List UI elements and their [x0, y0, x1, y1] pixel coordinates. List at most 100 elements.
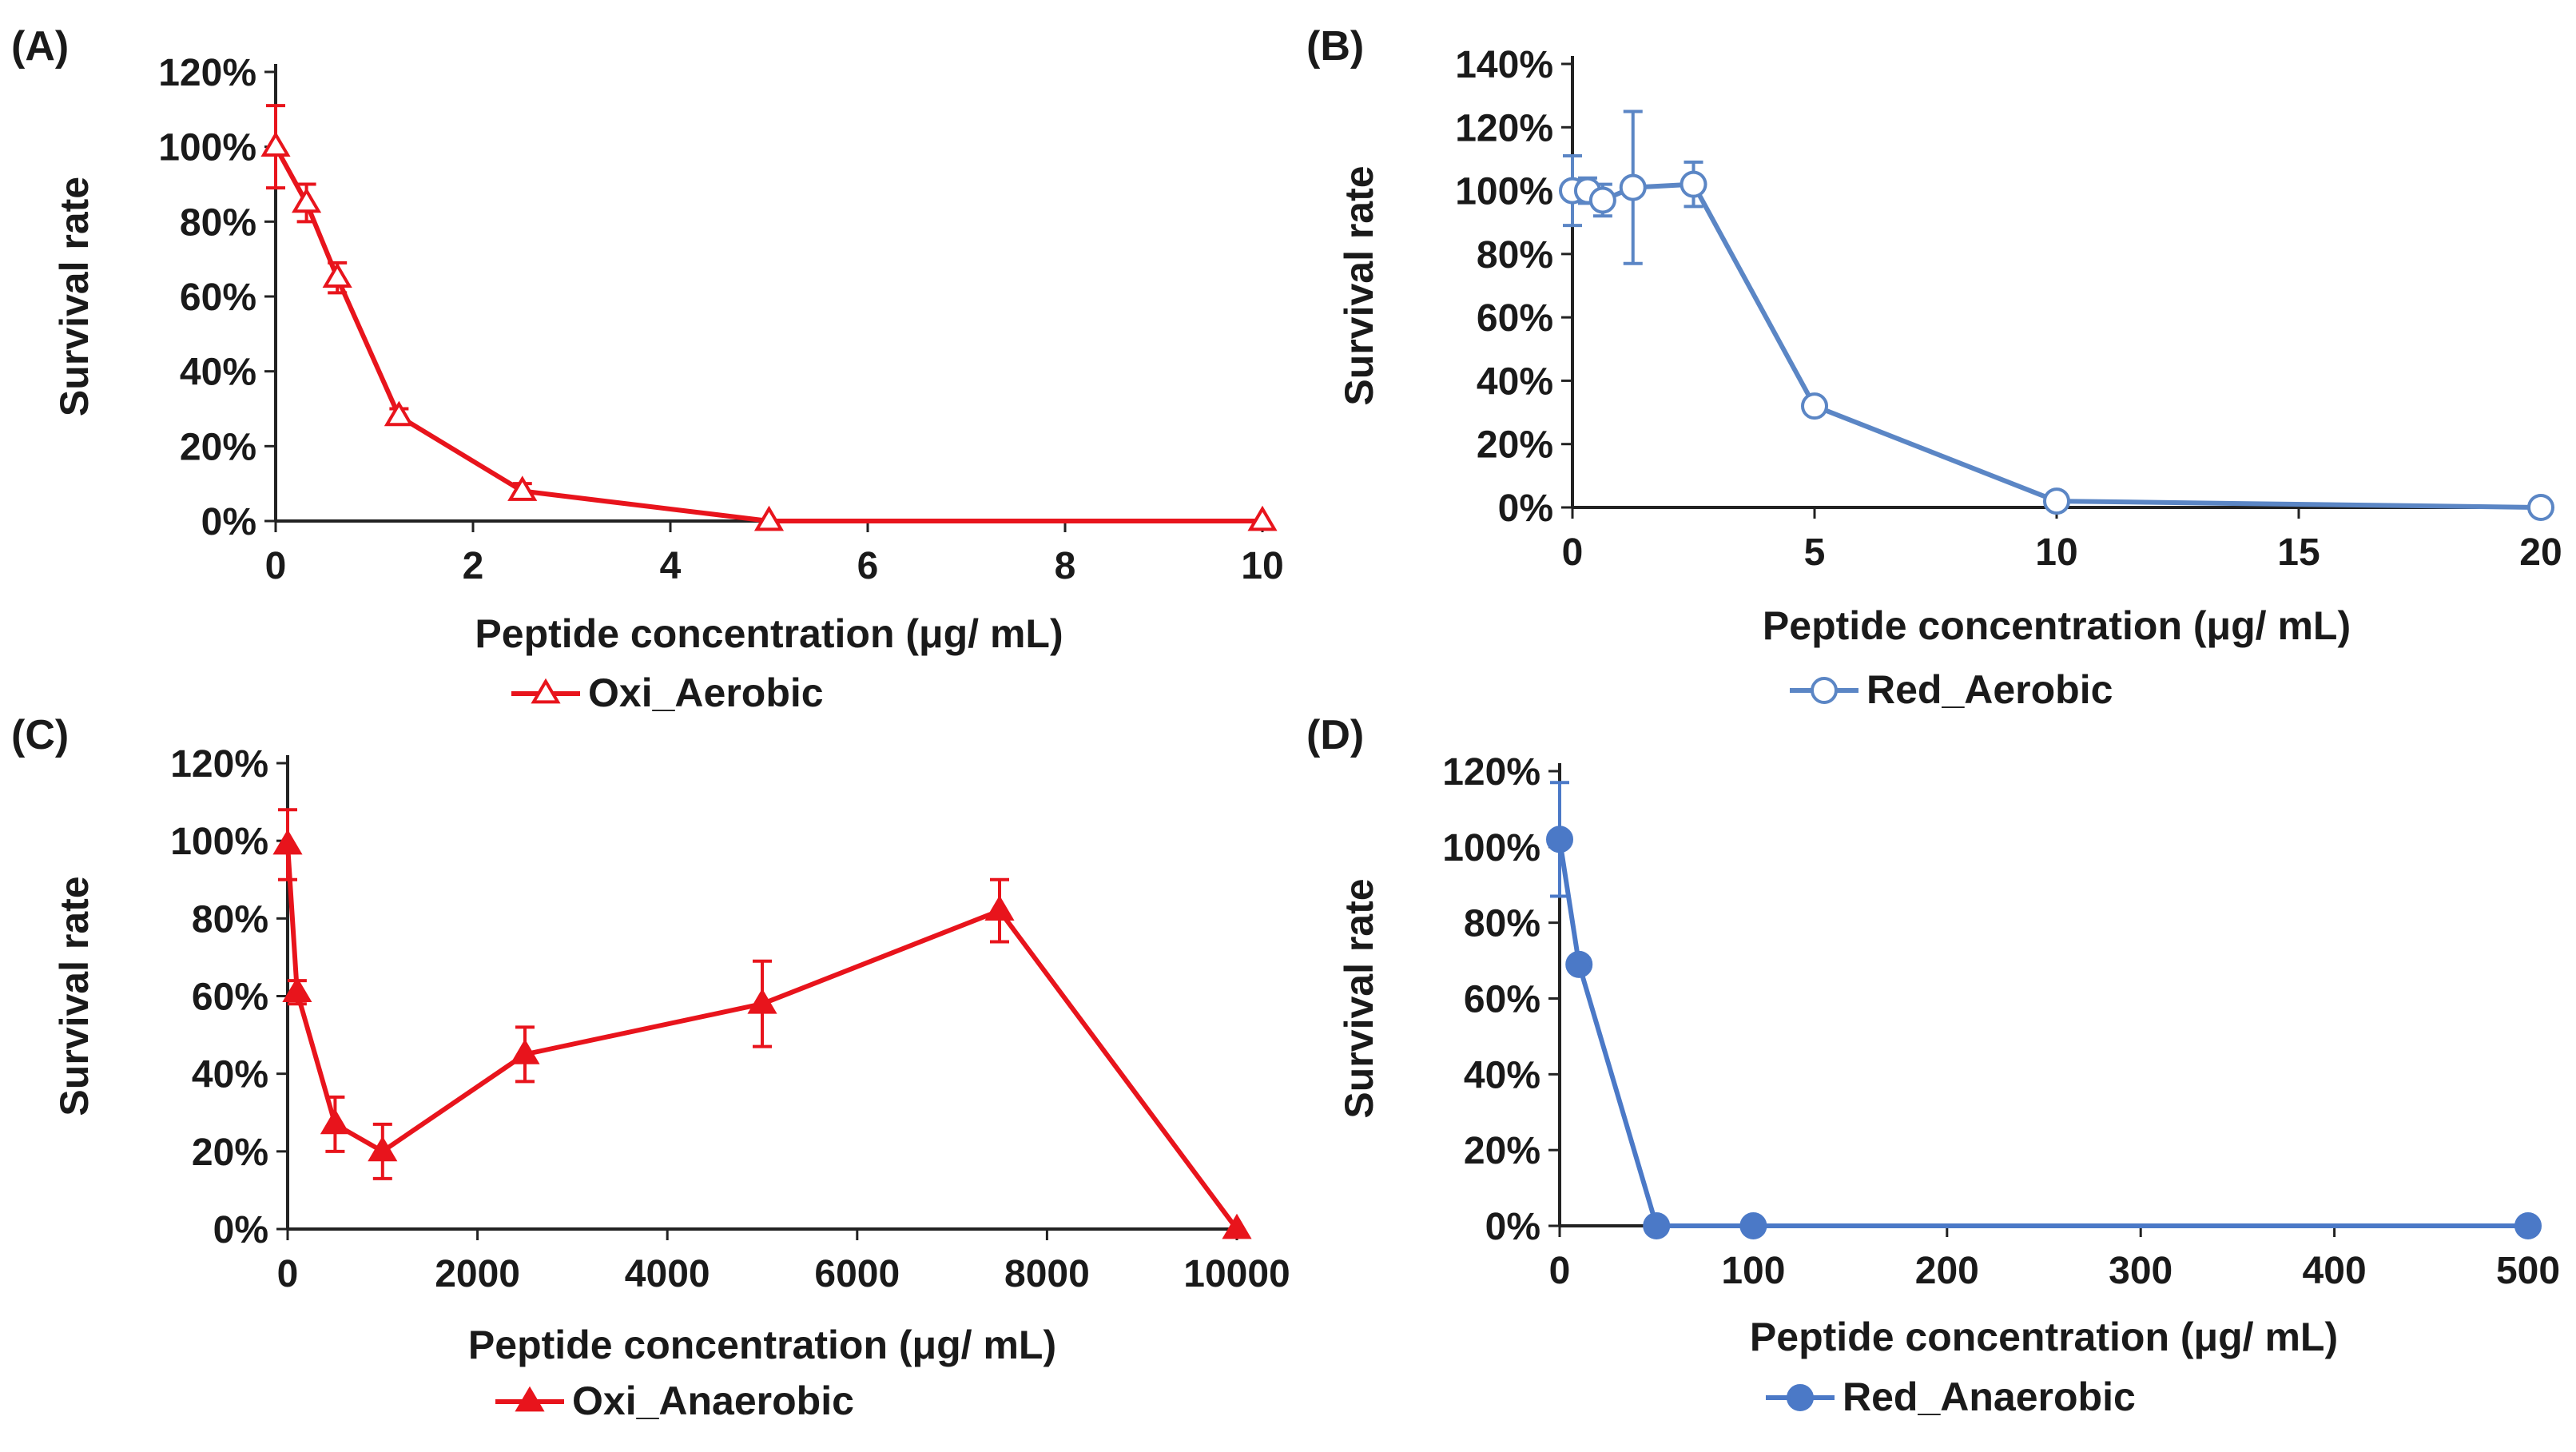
- data-point: [507, 475, 538, 501]
- data-point: [1739, 1212, 1767, 1239]
- x-axis-title: Peptide concentration (μg/ mL): [475, 611, 1063, 656]
- y-tick-label: 60%: [1464, 979, 1540, 1021]
- chart-panel-2: (B) 0% 20% 40% 60% 80% 100% 120% 140% 0 5 10 15 20 Pep…: [1306, 23, 2562, 712]
- x-tick-label: 200: [1915, 1250, 1979, 1292]
- x-tick-label: 0: [1562, 531, 1584, 574]
- x-tick-label: 400: [2303, 1250, 2367, 1292]
- data-point: [984, 895, 1015, 921]
- legend-marker: [515, 1386, 545, 1412]
- x-tick-label: 0: [277, 1253, 299, 1295]
- data-point: [747, 988, 777, 1014]
- panel-label: (C): [11, 712, 69, 758]
- x-tick-label: 0: [265, 545, 287, 587]
- y-tick-label: 40%: [1477, 360, 1553, 403]
- y-tick-label: 0%: [201, 501, 256, 543]
- panel-label: (B): [1306, 23, 1364, 70]
- chart-panel-3: (C) 0% 20% 40% 60% 80% 100% 120% 0 2000 4000 6000 80…: [11, 712, 1290, 1423]
- data-point: [320, 1108, 350, 1135]
- y-axis-title: Survival rate: [52, 177, 97, 416]
- y-tick-label: 80%: [180, 201, 256, 244]
- x-tick-label: 5: [1804, 531, 1826, 574]
- data-point: [272, 829, 303, 855]
- x-axis-title: Peptide concentration (μg/ mL): [468, 1323, 1056, 1367]
- data-point: [2527, 494, 2554, 521]
- y-axis-title: Survival rate: [52, 876, 97, 1116]
- y-tick-label: 20%: [192, 1132, 268, 1174]
- data-point: [1680, 170, 1707, 198]
- series-line: [1572, 181, 2542, 510]
- data-point: [1801, 392, 1828, 420]
- y-axis-title: Survival rate: [1337, 165, 1381, 405]
- x-tick-label: 8: [1055, 545, 1076, 587]
- x-tick-label: 500: [2496, 1250, 2560, 1292]
- y-tick-label: 120%: [170, 743, 268, 786]
- data-point: [753, 505, 785, 531]
- y-tick-label: 20%: [180, 426, 256, 468]
- y-tick-label: 60%: [192, 977, 268, 1019]
- series-line: [285, 844, 1239, 1231]
- y-tick-label: 20%: [1464, 1130, 1540, 1172]
- data-point: [1643, 1212, 1671, 1239]
- panel-label: (D): [1306, 712, 1364, 758]
- legend-marker: [531, 678, 561, 704]
- y-tick-label: 80%: [1464, 903, 1540, 945]
- y-tick-label: 100%: [170, 821, 268, 863]
- y-tick-label: 80%: [1477, 234, 1553, 276]
- y-tick-label: 100%: [158, 127, 256, 169]
- x-tick-label: 0: [1549, 1250, 1571, 1292]
- y-tick-label: 140%: [1455, 44, 1553, 86]
- data-point: [292, 187, 322, 213]
- data-point: [2043, 487, 2070, 515]
- legend-marker: [1811, 677, 1838, 704]
- x-tick-label: 8000: [1004, 1253, 1090, 1295]
- y-tick-label: 0%: [213, 1209, 268, 1251]
- series-line: [273, 145, 1262, 523]
- data-point: [1247, 505, 1278, 531]
- data-point: [510, 1039, 540, 1064]
- data-point: [1565, 950, 1593, 978]
- x-tick-label: 6: [857, 545, 879, 587]
- data-point: [384, 400, 414, 427]
- x-tick-label: 300: [2109, 1250, 2173, 1292]
- legend-label: Oxi_Aerobic: [588, 670, 824, 715]
- y-tick-label: 100%: [1442, 827, 1540, 869]
- y-tick-label: 120%: [1455, 107, 1553, 149]
- x-tick-label: 2: [463, 545, 484, 587]
- series-line: [1557, 838, 2528, 1228]
- legend-label: Oxi_Anaerobic: [572, 1378, 854, 1423]
- x-axis-title: Peptide concentration (μg/ mL): [1763, 603, 2351, 648]
- y-tick-label: 40%: [192, 1054, 268, 1096]
- legend-marker: [1787, 1384, 1814, 1411]
- legend-label: Red_Anaerobic: [1843, 1374, 2136, 1419]
- y-tick-label: 20%: [1477, 424, 1553, 467]
- panel-label: (A): [11, 23, 69, 70]
- x-tick-label: 10: [2035, 531, 2077, 574]
- y-tick-label: 60%: [180, 276, 256, 319]
- x-tick-label: 2000: [435, 1253, 520, 1295]
- y-axis-title: Survival rate: [1337, 878, 1381, 1118]
- x-tick-label: 100: [1721, 1250, 1785, 1292]
- x-tick-label: 15: [2277, 531, 2320, 574]
- data-point: [282, 977, 312, 1003]
- data-point: [260, 131, 291, 157]
- y-tick-label: 120%: [1442, 751, 1540, 794]
- chart-panel-1: (A) 0% 20% 40% 60% 80% 100% 120% 0 2 4 6 8 10 Peptide …: [11, 23, 1284, 715]
- x-tick-label: 6000: [814, 1253, 900, 1295]
- y-tick-label: 0%: [1498, 487, 1553, 530]
- x-tick-label: 10000: [1183, 1253, 1290, 1295]
- data-point: [2514, 1212, 2542, 1239]
- data-point: [322, 262, 352, 288]
- y-tick-label: 120%: [158, 52, 256, 94]
- y-tick-label: 60%: [1477, 297, 1553, 340]
- legend-label: Red_Aerobic: [1866, 667, 2113, 712]
- x-tick-label: 4: [660, 545, 682, 587]
- y-tick-label: 0%: [1485, 1206, 1540, 1248]
- x-tick-label: 4000: [625, 1253, 710, 1295]
- chart-panel-4: (D) 0% 20% 40% 60% 80% 100% 120% 0 100 200 300 400 50…: [1306, 712, 2560, 1419]
- y-tick-label: 40%: [180, 352, 256, 394]
- data-point: [368, 1136, 398, 1162]
- data-point: [1588, 186, 1616, 214]
- y-tick-label: 100%: [1455, 171, 1553, 213]
- x-axis-title: Peptide concentration (μg/ mL): [1750, 1315, 2338, 1359]
